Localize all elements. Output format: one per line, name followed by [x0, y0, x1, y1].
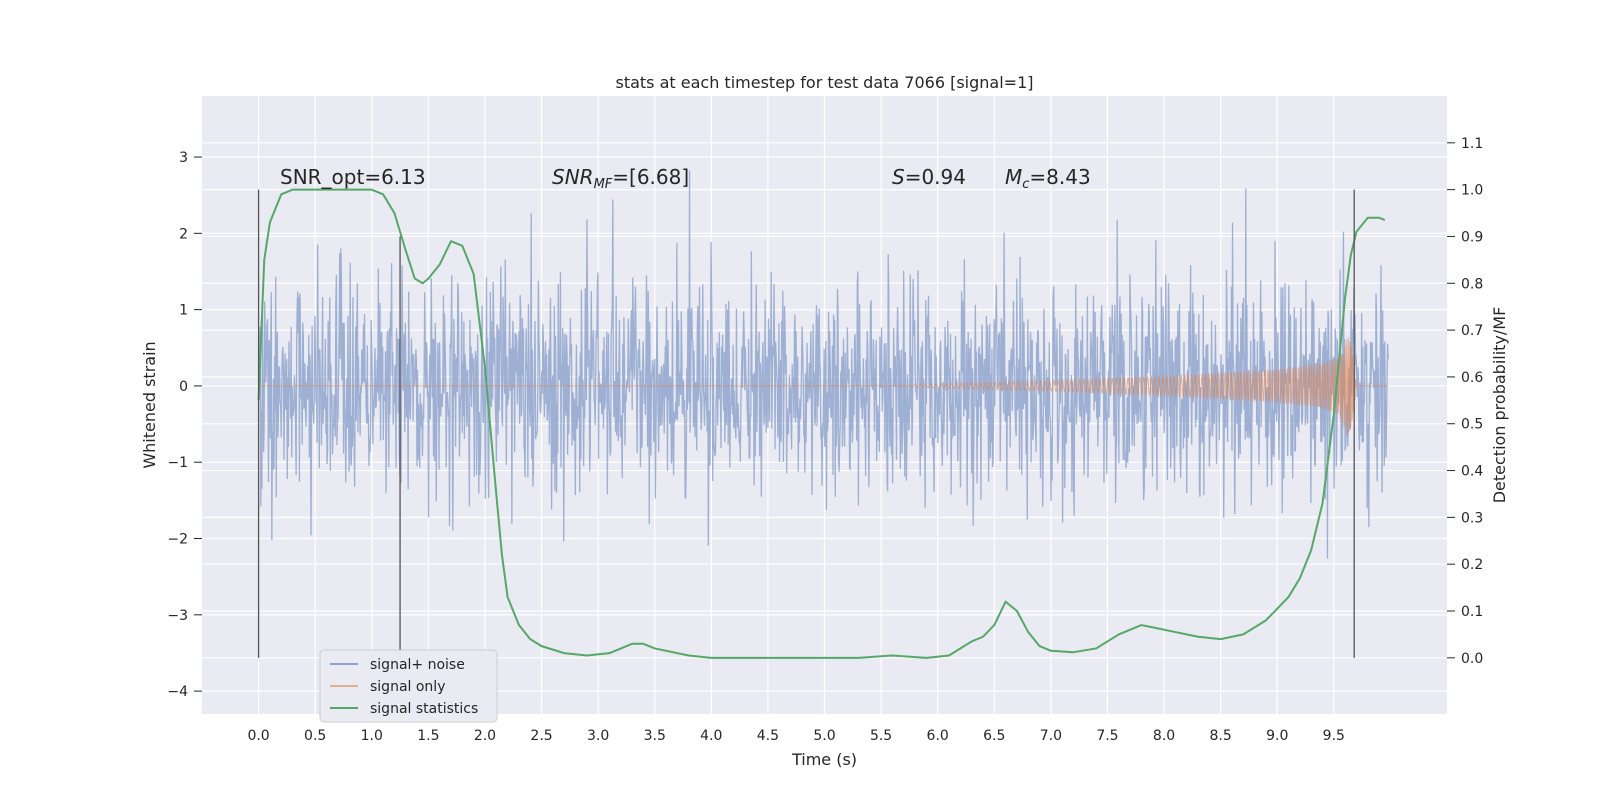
x-tick-label: 4.0 — [700, 728, 722, 744]
legend-label-signal-statistics: signal statistics — [370, 701, 478, 717]
x-tick-label: 8.0 — [1153, 728, 1175, 744]
y2-tick-label: 0.3 — [1461, 510, 1483, 526]
y2-tick-label: 0.6 — [1461, 370, 1483, 386]
overlap-annotation: S=0.94 — [892, 165, 966, 189]
overlap-value: =0.94 — [905, 165, 966, 189]
x-tick-label: 7.5 — [1096, 728, 1118, 744]
snr-mf-subscript: MF — [594, 177, 613, 192]
chirp-mass-annotation: Mc=8.43 — [1005, 165, 1091, 192]
snr-opt-annotation: SNR_opt=6.13 — [280, 165, 426, 189]
y2-tick-label: 1.1 — [1461, 136, 1483, 152]
x-tick-label: 9.5 — [1323, 728, 1345, 744]
y2-tick-label: 0.7 — [1461, 323, 1483, 339]
legend-label-signal-only: signal only — [370, 679, 445, 695]
x-tick-label: 8.5 — [1210, 728, 1232, 744]
x-tick-label: 6.0 — [927, 728, 949, 744]
vertical-markers — [257, 189, 1355, 658]
y2-tick-label: 0.1 — [1461, 604, 1483, 620]
legend-label-signal-noise: signal+ noise — [370, 657, 465, 673]
y2-axis-ticks: 1.1 1.0 0.9 0.8 0.7 0.6 0.5 0.4 0.3 0.2 0.1 0.0 — [1447, 136, 1483, 667]
overlap-symbol: S — [892, 165, 905, 189]
legend: signal+ noise signal only signal statist… — [319, 649, 498, 723]
y-tick-label: −1 — [167, 455, 188, 471]
x-tick-label: 7.0 — [1040, 728, 1062, 744]
x-axis-label: Time (s) — [791, 750, 857, 769]
x-tick-label: 0.5 — [304, 728, 326, 744]
data-traces — [257, 170, 1389, 659]
x-tick-label: 9.0 — [1266, 728, 1288, 744]
chirp-mass-symbol: M — [1005, 165, 1022, 189]
x-tick-label: 4.5 — [757, 728, 779, 744]
y2-tick-label: 0.5 — [1461, 417, 1483, 433]
chart-title: stats at each timestep for test data 706… — [615, 73, 1033, 92]
x-tick-label: 6.5 — [983, 728, 1005, 744]
chirp-mass-subscript: c — [1022, 177, 1029, 192]
y2-tick-label: 0.8 — [1461, 276, 1483, 292]
y2-tick-label: 0.4 — [1461, 464, 1483, 480]
x-tick-label: 3.5 — [644, 728, 666, 744]
y2-axis-label: Detection probability/MF — [1490, 307, 1509, 504]
legend-box — [319, 649, 498, 723]
snr-mf-value: =[6.68] — [612, 165, 689, 189]
y-tick-label: −3 — [167, 608, 188, 624]
y-tick-label: 0 — [179, 379, 188, 395]
x-tick-label: 2.0 — [474, 728, 496, 744]
y2-tick-label: 0.0 — [1461, 651, 1483, 667]
x-tick-label: 5.5 — [870, 728, 892, 744]
x-tick-label: 0.0 — [247, 728, 269, 744]
x-axis-ticks: 0.0 0.5 1.0 1.5 2.0 2.5 3.0 3.5 4.0 4.5 5.0 5.5 6.0 6… — [247, 728, 1344, 744]
y-tick-label: 1 — [179, 303, 188, 319]
snr-mf-symbol: SNR — [552, 165, 594, 189]
y-tick-label: −2 — [167, 532, 188, 548]
x-tick-label: 2.5 — [530, 728, 552, 744]
y-tick-label: −4 — [167, 684, 188, 700]
x-tick-label: 3.0 — [587, 728, 609, 744]
y2-tick-label: 0.9 — [1461, 229, 1483, 245]
y-axis-label: Whitened strain — [140, 341, 159, 468]
y-tick-label: 3 — [179, 150, 188, 166]
signal-noise-line — [257, 170, 1389, 559]
snr-mf-annotation: SNRMF=[6.68] — [552, 165, 689, 192]
signal-only-line — [258, 337, 1389, 436]
x-tick-label: 1.0 — [361, 728, 383, 744]
x-tick-label: 5.0 — [813, 728, 835, 744]
chirp-mass-value: =8.43 — [1029, 165, 1090, 189]
y-axis-ticks: 3 2 1 0 −1 −2 −3 −4 — [167, 150, 202, 700]
x-tick-label: 1.5 — [417, 728, 439, 744]
y2-tick-label: 0.2 — [1461, 557, 1483, 573]
y-tick-label: 2 — [179, 226, 188, 242]
y2-tick-label: 1.0 — [1461, 183, 1483, 199]
signal-statistics-line — [257, 188, 1386, 659]
